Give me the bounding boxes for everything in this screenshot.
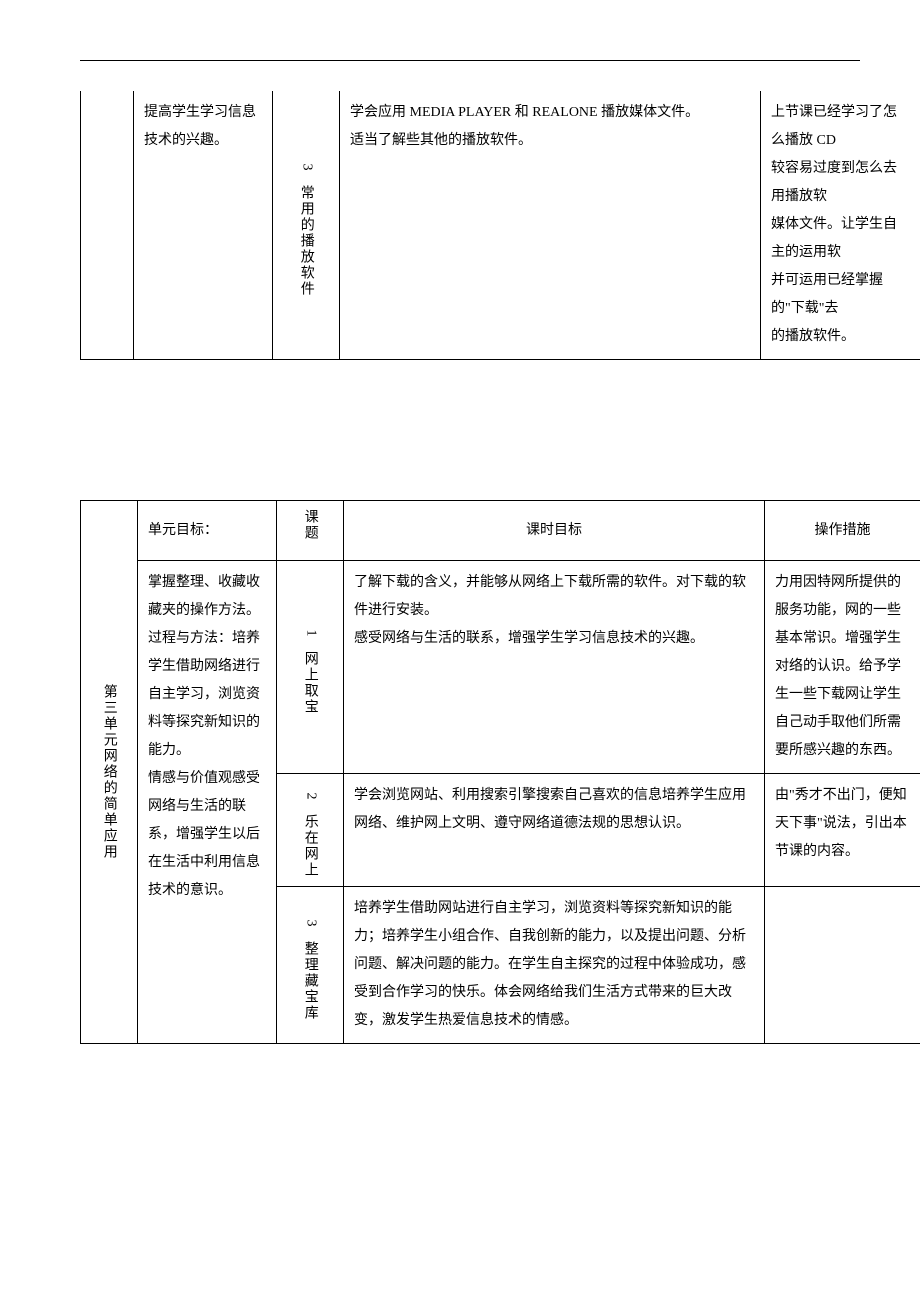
- content-text: 培养学生借助网站进行自主学习，浏览资料等探究新知识的能力；培养学生小组合作、自我…: [354, 901, 746, 1028]
- content-text: 了解下载的含义，并能够从网络上下载所需的软件。对下载的软件进行安装。 感受网络与…: [354, 575, 746, 646]
- goal-text: 提高学生学习信息技术的兴趣。: [144, 105, 256, 148]
- header-content: 课时目标: [344, 501, 765, 561]
- unit-title: 第三单元网络的简单应用: [99, 684, 119, 860]
- topic-title: 常用的播放软件: [296, 185, 316, 297]
- table-header-row: 第三单元网络的简单应用 单元目标： 课题 课时目标 操作措施: [81, 501, 920, 561]
- measure-line: 上节课已经学习了怎么播放 CD: [771, 99, 910, 155]
- content-cell: 学会浏览网站、利用搜索引擎搜索自己喜欢的信息培养学生应用网络、维护网上文明、遵守…: [344, 774, 765, 887]
- header-goal: 单元目标：: [138, 501, 277, 561]
- content-cell: 了解下载的含义，并能够从网络上下载所需的软件。对下载的软件进行安装。 感受网络与…: [344, 561, 765, 774]
- page-container: 提高学生学习信息技术的兴趣。 3 常用的播放软件 学会应用 MEDIA PLAY…: [0, 0, 920, 1302]
- content-text: 学会浏览网站、利用搜索引擎搜索自己喜欢的信息培养学生应用网络、维护网上文明、遵守…: [354, 788, 746, 831]
- measure-line: 较容易过度到怎么去用播放软: [771, 155, 910, 211]
- table-2: 第三单元网络的简单应用 单元目标： 课题 课时目标 操作措施 掌握整理、收藏收藏…: [80, 500, 920, 1044]
- table-1: 提高学生学习信息技术的兴趣。 3 常用的播放软件 学会应用 MEDIA PLAY…: [80, 91, 920, 360]
- measure-cell: 力用因特网所提供的服务功能，网的一些基本常识。增强学生对络的认识。给予学生一些下…: [765, 561, 920, 774]
- measure-cell: 上节课已经学习了怎么播放 CD 较容易过度到怎么去用播放软 媒体文件。让学生自主…: [761, 91, 920, 360]
- measure-line: 的播放软件。: [771, 323, 910, 351]
- header-topic-text: 课题: [300, 509, 320, 541]
- measure-text: 力用因特网所提供的服务功能，网的一些基本常识。增强学生对络的认识。给予学生一些下…: [775, 575, 901, 758]
- topic-number: 3: [296, 920, 324, 927]
- goal-cell: 提高学生学习信息技术的兴趣。: [134, 91, 273, 360]
- header-measure: 操作措施: [765, 501, 920, 561]
- horizontal-rule: [80, 60, 860, 61]
- content-cell: 学会应用 MEDIA PLAYER 和 REALONE 播放媒体文件。 适当了解…: [340, 91, 761, 360]
- measure-line: 并可运用已经掌握的"下载"去: [771, 267, 910, 323]
- topic-title: 整理藏宝库: [300, 941, 320, 1021]
- topic-title: 乐在网上: [300, 814, 320, 878]
- topic-title: 网上取宝: [300, 651, 320, 715]
- unit-cell: 第三单元网络的简单应用: [81, 501, 138, 1044]
- topic-cell: 3 常用的播放软件: [273, 91, 340, 360]
- topic-number: 2: [296, 793, 324, 800]
- topic-number: 3: [292, 164, 320, 171]
- goal-cell: 掌握整理、收藏收藏夹的操作方法。 过程与方法：培养学生借助网络进行自主学习，浏览…: [138, 561, 277, 1044]
- table-row: 提高学生学习信息技术的兴趣。 3 常用的播放软件 学会应用 MEDIA PLAY…: [81, 91, 920, 360]
- measure-text: 由"秀才不出门，便知天下事"说法，引出本节课的内容。: [775, 788, 907, 859]
- measure-cell: 由"秀才不出门，便知天下事"说法，引出本节课的内容。: [765, 774, 920, 887]
- topic-cell: 3 整理藏宝库: [277, 887, 344, 1044]
- header-topic: 课题: [277, 501, 344, 561]
- content-line: 适当了解些其他的播放软件。: [350, 127, 750, 155]
- empty-cell: [81, 91, 134, 360]
- goal-body: 掌握整理、收藏收藏夹的操作方法。 过程与方法：培养学生借助网络进行自主学习，浏览…: [148, 575, 260, 898]
- measure-line: 媒体文件。让学生自主的运用软: [771, 211, 910, 267]
- topic-cell: 2 乐在网上: [277, 774, 344, 887]
- content-cell: 培养学生借助网站进行自主学习，浏览资料等探究新知识的能力；培养学生小组合作、自我…: [344, 887, 765, 1044]
- topic-cell: 1 网上取宝: [277, 561, 344, 774]
- topic-number: 1: [296, 630, 324, 637]
- content-line: 学会应用 MEDIA PLAYER 和 REALONE 播放媒体文件。: [350, 99, 750, 127]
- table-row: 掌握整理、收藏收藏夹的操作方法。 过程与方法：培养学生借助网络进行自主学习，浏览…: [81, 561, 920, 774]
- measure-cell: [765, 887, 920, 1044]
